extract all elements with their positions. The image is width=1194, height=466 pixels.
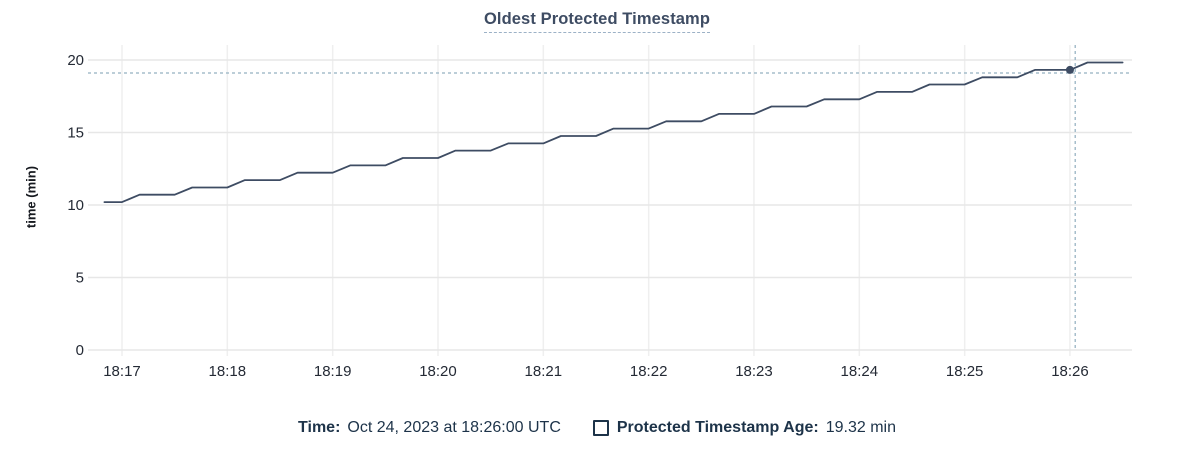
time-label: Time: [298, 419, 341, 436]
hover-point [1065, 65, 1074, 74]
y-tick-label: 10 [67, 197, 84, 214]
series-value: 19.32 min [825, 419, 896, 436]
chart-title: Oldest Protected Timestamp [483, 10, 711, 33]
y-tick-label: 0 [76, 342, 84, 359]
chart-footer: Time: Oct 24, 2023 at 18:26:00 UTC Prote… [0, 419, 1194, 437]
x-tick-label: 18:18 [209, 363, 247, 380]
x-tick-label: 18:23 [735, 363, 773, 380]
chart-header: Oldest Protected Timestamp [0, 10, 1194, 33]
x-tick-label: 18:19 [314, 363, 352, 380]
series-line [103, 61, 1124, 204]
line-plot-canvas[interactable]: 18:17 18:18 18:19 18:20 18:21 18:22 18:23 18:24… [0, 0, 1194, 400]
y-tick-label: 20 [67, 52, 84, 69]
x-tick-label: 18:25 [946, 363, 984, 380]
x-tick-label: 18:26 [1051, 363, 1089, 380]
legend-item-protected-timestamp-age[interactable]: Protected Timestamp Age: 19.32 min [592, 419, 896, 437]
hover-time-readout: Time: Oct 24, 2023 at 18:26:00 UTC [298, 419, 561, 437]
y-tick-label: 15 [67, 125, 84, 142]
time-value: Oct 24, 2023 at 18:26:00 UTC [347, 419, 561, 436]
x-tick-label: 18:17 [103, 363, 141, 380]
series-checkbox[interactable] [592, 420, 609, 436]
x-tick-label: 18:24 [841, 363, 879, 380]
x-tick-label: 18:22 [630, 363, 668, 380]
x-tick-label: 18:21 [525, 363, 563, 380]
x-tick-label: 18:20 [419, 363, 457, 380]
y-tick-label: 5 [76, 270, 84, 287]
series-label: Protected Timestamp Age: [616, 419, 819, 436]
